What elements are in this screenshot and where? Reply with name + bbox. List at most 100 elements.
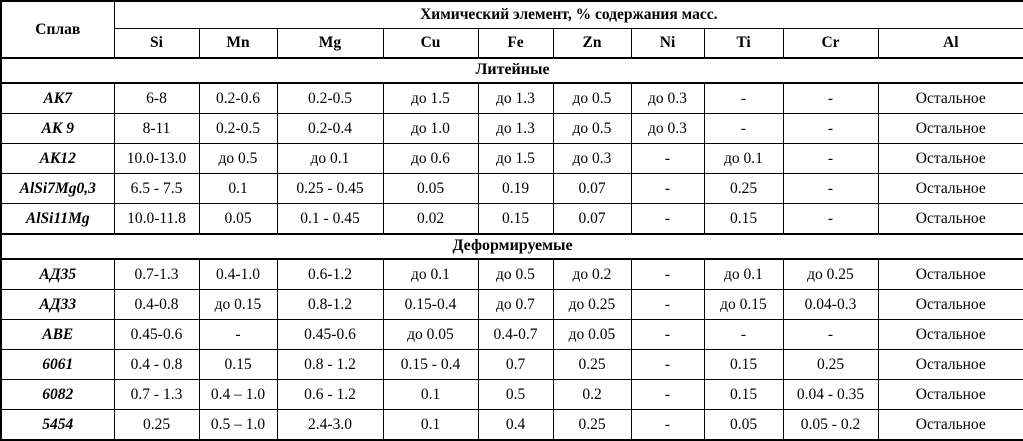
value-cell: 0.04 - 0.35: [782, 379, 879, 410]
value-cell: до 1.3: [477, 113, 554, 144]
element-header-ti: Ti: [703, 28, 784, 59]
value-cell: 0.25: [703, 173, 784, 204]
value-cell: 0.15: [703, 203, 784, 235]
table-row: АК 9 8-11 0.2-0.5 0.2-0.4 до 1.0 до 1.3 до 0.5…: [0, 113, 1023, 144]
element-header-zn: Zn: [552, 28, 632, 59]
table-row: АК7 6-8 0.2-0.6 0.2-0.5 до 1.5 до 1.3 до 0.5 до…: [0, 82, 1023, 114]
table-row: АК12 10.0-13.0 до 0.5 до 0.1 до 0.6 до 1.5 до …: [0, 143, 1023, 174]
element-header-ni: Ni: [630, 28, 705, 59]
alloy-name: 5454: [0, 409, 115, 441]
value-cell: 0.4: [477, 409, 554, 441]
header-row-elements: Si Mn Mg Cu Fe Zn Ni Ti Cr Al: [1, 28, 1023, 59]
value-cell: 0.15: [198, 349, 278, 380]
value-cell: 0.02: [382, 203, 479, 235]
chemical-elements-group-header: Химический элемент, % содержания масс.: [113, 0, 1023, 29]
value-cell: 6.5 - 7.5: [113, 173, 200, 204]
value-cell: 0.05: [198, 203, 278, 235]
value-cell: -: [703, 113, 784, 144]
value-cell: 0.07: [552, 173, 632, 204]
alloy-name: АВЕ: [0, 319, 115, 350]
value-cell: 0.1: [382, 379, 479, 410]
value-cell: 0.5: [477, 379, 554, 410]
value-cell: 0.4-0.7: [477, 319, 554, 350]
value-cell: 0.2-0.5: [198, 113, 278, 144]
value-cell: 0.25: [552, 409, 632, 441]
value-cell: -: [630, 289, 705, 320]
value-cell: -: [782, 113, 879, 144]
table-header: Сплав Химический элемент, % содержания м…: [0, 0, 1023, 59]
alloy-name: АД35: [0, 258, 115, 290]
value-cell: 10.0-13.0: [113, 143, 200, 174]
value-cell: -: [630, 319, 705, 350]
value-cell: -: [703, 319, 784, 350]
value-cell: -: [630, 349, 705, 380]
value-cell: 0.4 – 1.0: [198, 379, 278, 410]
value-cell: 0.2: [552, 379, 632, 410]
value-cell: 2.4-3.0: [276, 409, 384, 441]
value-cell: 0.05: [703, 409, 784, 441]
alloy-name: АК 9: [0, 113, 115, 144]
value-cell: Остальное: [877, 143, 1023, 174]
table-row: 6061 0.4 - 0.8 0.15 0.8 - 1.2 0.15 - 0.4 0.7 0…: [0, 349, 1023, 380]
value-cell: до 0.7: [477, 289, 554, 320]
section-row: Деформируемые: [0, 233, 1023, 260]
value-cell: 0.2-0.5: [276, 82, 384, 114]
alloy-name: AlSi11Mg: [0, 203, 115, 235]
table-row: АВЕ 0.45-0.6-0.45-0.6 до 0.05 0.4-0.7 до 0.0…: [0, 319, 1023, 350]
value-cell: 0.15: [477, 203, 554, 235]
value-cell: -: [630, 379, 705, 410]
value-cell: -: [630, 173, 705, 204]
value-cell: до 0.1: [703, 143, 784, 174]
value-cell: до 1.5: [477, 143, 554, 174]
value-cell: до 0.1: [276, 143, 384, 174]
value-cell: 0.15 - 0.4: [382, 349, 479, 380]
section-title: Литейные: [0, 57, 1023, 84]
value-cell: 0.05: [382, 173, 479, 204]
value-cell: Остальное: [877, 173, 1023, 204]
value-cell: до 0.2: [552, 258, 632, 290]
value-cell: до 1.5: [382, 82, 479, 114]
value-cell: 0.7 - 1.3: [113, 379, 200, 410]
value-cell: -: [198, 319, 278, 350]
value-cell: 0.4-0.8: [113, 289, 200, 320]
value-cell: до 0.05: [382, 319, 479, 350]
alloy-name: АД33: [0, 289, 115, 320]
value-cell: Остальное: [877, 319, 1023, 350]
value-cell: Остальное: [877, 203, 1023, 235]
value-cell: Остальное: [877, 258, 1023, 290]
value-cell: 0.2-0.6: [198, 82, 278, 114]
value-cell: 0.8-1.2: [276, 289, 384, 320]
element-header-si: Si: [113, 28, 200, 59]
value-cell: 0.19: [477, 173, 554, 204]
table-row: АД35 0.7-1.3 0.4-1.0 0.6-1.2 до 0.1 до 0.5 до …: [0, 258, 1023, 290]
value-cell: 0.1: [382, 409, 479, 441]
value-cell: до 0.15: [703, 289, 784, 320]
value-cell: -: [630, 203, 705, 235]
value-cell: 0.45-0.6: [276, 319, 384, 350]
value-cell: до 0.5: [198, 143, 278, 174]
element-header-al: Al: [877, 28, 1023, 59]
alloy-name: AlSi7Mg0,3: [0, 173, 115, 204]
value-cell: Остальное: [877, 409, 1023, 441]
value-cell: 0.6-1.2: [276, 258, 384, 290]
value-cell: 0.25: [782, 349, 879, 380]
value-cell: 0.2-0.4: [276, 113, 384, 144]
alloy-name: 6082: [0, 379, 115, 410]
element-header-cr: Cr: [782, 28, 879, 59]
value-cell: 0.05 - 0.2: [782, 409, 879, 441]
table-row: AlSi7Mg0,3 6.5 - 7.5 0.1 0.25 - 0.45 0.05 0.1…: [0, 173, 1023, 204]
section-row: Литейные: [0, 57, 1023, 84]
value-cell: 0.4 - 0.8: [113, 349, 200, 380]
value-cell: до 1.3: [477, 82, 554, 114]
element-header-mg: Mg: [276, 28, 384, 59]
value-cell: -: [630, 143, 705, 174]
value-cell: до 1.0: [382, 113, 479, 144]
value-cell: до 0.05: [552, 319, 632, 350]
value-cell: Остальное: [877, 379, 1023, 410]
alloy-name: АК12: [0, 143, 115, 174]
alloy-column-header: Сплав: [0, 0, 115, 59]
value-cell: 0.15: [703, 379, 784, 410]
value-cell: 0.15: [703, 349, 784, 380]
header-row-group: Сплав Химический элемент, % содержания м…: [0, 0, 1023, 59]
